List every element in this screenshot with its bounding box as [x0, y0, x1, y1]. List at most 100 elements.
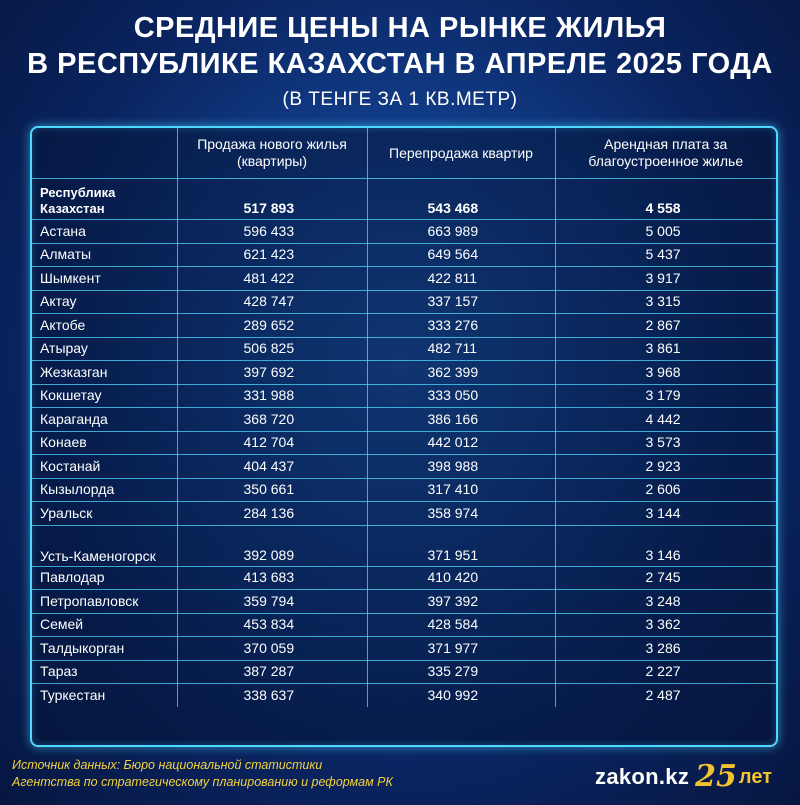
- header-rent: Арендная плата за благоустроенное жилье: [555, 128, 776, 179]
- region-cell: Шымкент: [32, 266, 178, 291]
- new-housing-price-cell: 481 422: [177, 266, 368, 291]
- region-cell: Конаев: [32, 431, 178, 455]
- resale-price-cell: 335 279: [367, 660, 556, 684]
- table-row: Талдыкорган 370 059 371 977 3 286: [32, 636, 776, 661]
- table-row: Уральск 284 136 358 974 3 144: [32, 501, 776, 526]
- table-row: Шымкент 481 422 422 811 3 917: [32, 266, 776, 291]
- region-cell: Актобе: [32, 313, 178, 338]
- rent-price-cell: 4 558: [555, 178, 776, 220]
- new-housing-price-cell: 453 834: [177, 613, 368, 637]
- new-housing-price-cell: 596 433: [177, 219, 368, 244]
- table-row: Тараз 387 287 335 279 2 227: [32, 660, 776, 684]
- rent-price-cell: 5 005: [555, 219, 776, 244]
- region-cell: Кызылорда: [32, 478, 178, 502]
- new-housing-price-cell: 284 136: [177, 501, 368, 526]
- new-housing-price-cell: 404 437: [177, 454, 368, 479]
- region-cell: Уральск: [32, 501, 178, 526]
- region-cell: Павлодар: [32, 566, 178, 590]
- rent-price-cell: 3 315: [555, 290, 776, 314]
- new-housing-price-cell: 621 423: [177, 243, 368, 267]
- rent-price-cell: 2 745: [555, 566, 776, 590]
- new-housing-price-cell: 368 720: [177, 407, 368, 432]
- resale-price-cell: 442 012: [367, 431, 556, 455]
- table-row: Павлодар 413 683 410 420 2 745: [32, 566, 776, 590]
- rent-price-cell: 2 867: [555, 313, 776, 338]
- rent-price-cell: 4 442: [555, 407, 776, 432]
- resale-price-cell: 337 157: [367, 290, 556, 314]
- table-row: Усть-Каменогорск 392 089 371 951 3 146: [32, 525, 776, 567]
- resale-price-cell: 397 392: [367, 589, 556, 614]
- rent-price-cell: 2 487: [645, 686, 681, 703]
- new-housing-price-cell: 517 893: [177, 178, 368, 220]
- table-row: Кызылорда 350 661 317 410 2 606: [32, 478, 776, 502]
- resale-price-cell: 358 974: [367, 501, 556, 526]
- rent-price-cell: 3 917: [555, 266, 776, 291]
- rent-price-cell: 3 179: [555, 384, 776, 408]
- table-row: Астана 596 433 663 989 5 005: [32, 219, 776, 244]
- region-cell: Туркестан: [32, 683, 178, 707]
- table-row: Актау 428 747 337 157 3 315: [32, 290, 776, 314]
- rent-price-cell: 2 923: [555, 454, 776, 479]
- new-housing-price-cell: 413 683: [177, 566, 368, 590]
- region-cell: Усть-Каменогорск: [32, 525, 178, 567]
- table-row-total: Республика Казахстан 517 893 543 468 4 558: [32, 178, 776, 220]
- resale-price-cell: 340 992: [367, 683, 556, 707]
- new-housing-price-cell: 370 059: [177, 636, 368, 661]
- table-row: Петропавловск 359 794 397 392 3 248: [32, 589, 776, 614]
- rent-price-cell: 3 968: [555, 360, 776, 385]
- header: СРЕДНИЕ ЦЕНЫ НА РЫНКЕ ЖИЛЬЯ В РЕСПУБЛИКЕ…: [0, 10, 800, 112]
- table-row: Конаев 412 704 442 012 3 573: [32, 431, 776, 455]
- new-housing-price-cell: 350 661: [177, 478, 368, 502]
- new-housing-price-cell: 428 747: [177, 290, 368, 314]
- resale-price-cell: 649 564: [367, 243, 556, 267]
- table-row: Алматы 621 423 649 564 5 437: [32, 243, 776, 267]
- source-line-2: Агентства по стратегическому планировани…: [12, 775, 393, 789]
- resale-price-cell: 362 399: [367, 360, 556, 385]
- region-cell: Республика Казахстан: [32, 178, 178, 220]
- region-cell: Талдыкорган: [32, 636, 178, 661]
- resale-price-cell: 663 989: [367, 219, 556, 244]
- price-table: Продажа нового жилья (квартиры) Перепрод…: [32, 128, 776, 707]
- resale-price-cell: 333 050: [367, 384, 556, 408]
- new-housing-price-cell: 289 652: [177, 313, 368, 338]
- region-cell: Костанай: [32, 454, 178, 479]
- price-table-container: Продажа нового жилья (квартиры) Перепрод…: [30, 126, 778, 747]
- new-housing-price-cell: 338 637: [177, 683, 368, 707]
- new-housing-price-cell: 392 089: [177, 525, 368, 567]
- table-row: Атырау 506 825 482 711 3 861: [32, 337, 776, 361]
- new-housing-price-cell: 331 988: [177, 384, 368, 408]
- resale-price-cell: 333 276: [367, 313, 556, 338]
- page-subtitle: (В ТЕНГЕ ЗА 1 КВ.МЕТР): [282, 89, 518, 110]
- table-row: Жезказган 397 692 362 399 3 968: [32, 360, 776, 385]
- page-title-line-1: СРЕДНИЕ ЦЕНЫ НА РЫНКЕ ЖИЛЬЯ: [133, 12, 667, 44]
- table-row: Кокшетау 331 988 333 050 3 179: [32, 384, 776, 408]
- region-cell: Кокшетау: [32, 384, 178, 408]
- resale-price-cell: 317 410: [367, 478, 556, 502]
- rent-price-cell: 3 573: [555, 431, 776, 455]
- logo-suffix: лет: [738, 765, 772, 788]
- region-cell: Атырау: [32, 337, 178, 361]
- zakon-logo: zakon.kz 25 лет: [595, 760, 772, 794]
- resale-price-cell: 386 166: [367, 407, 556, 432]
- rent-price-cell: 2 227: [555, 660, 776, 684]
- table-header-row: Продажа нового жилья (квартиры) Перепрод…: [32, 128, 776, 179]
- header-region: [32, 128, 178, 179]
- table-row: Туркестан 338 637 340 992 2 487: [32, 683, 776, 707]
- new-housing-price-cell: 359 794: [177, 589, 368, 614]
- new-housing-price-cell: 412 704: [177, 431, 368, 455]
- table-row: Костанай 404 437 398 988 2 923: [32, 454, 776, 479]
- resale-price-cell: 398 988: [367, 454, 556, 479]
- resale-price-cell: 428 584: [367, 613, 556, 637]
- rent-price-cell: 3 362: [555, 613, 776, 637]
- rent-price-cell: 3 248: [555, 589, 776, 614]
- table-row: Актобе 289 652 333 276 2 867: [32, 313, 776, 338]
- logo-text: zakon.kz: [595, 764, 690, 789]
- resale-price-cell: 371 951: [367, 525, 556, 567]
- region-cell: Петропавловск: [32, 589, 178, 614]
- region-cell: Актау: [32, 290, 178, 314]
- region-cell: Жезказган: [32, 360, 178, 385]
- rent-price-cell: 3 861: [555, 337, 776, 361]
- data-source-note: Источник данных: Бюро национальной стати…: [12, 757, 532, 791]
- logo-number: 25: [695, 759, 737, 794]
- table-row: Караганда 368 720 386 166 4 442: [32, 407, 776, 432]
